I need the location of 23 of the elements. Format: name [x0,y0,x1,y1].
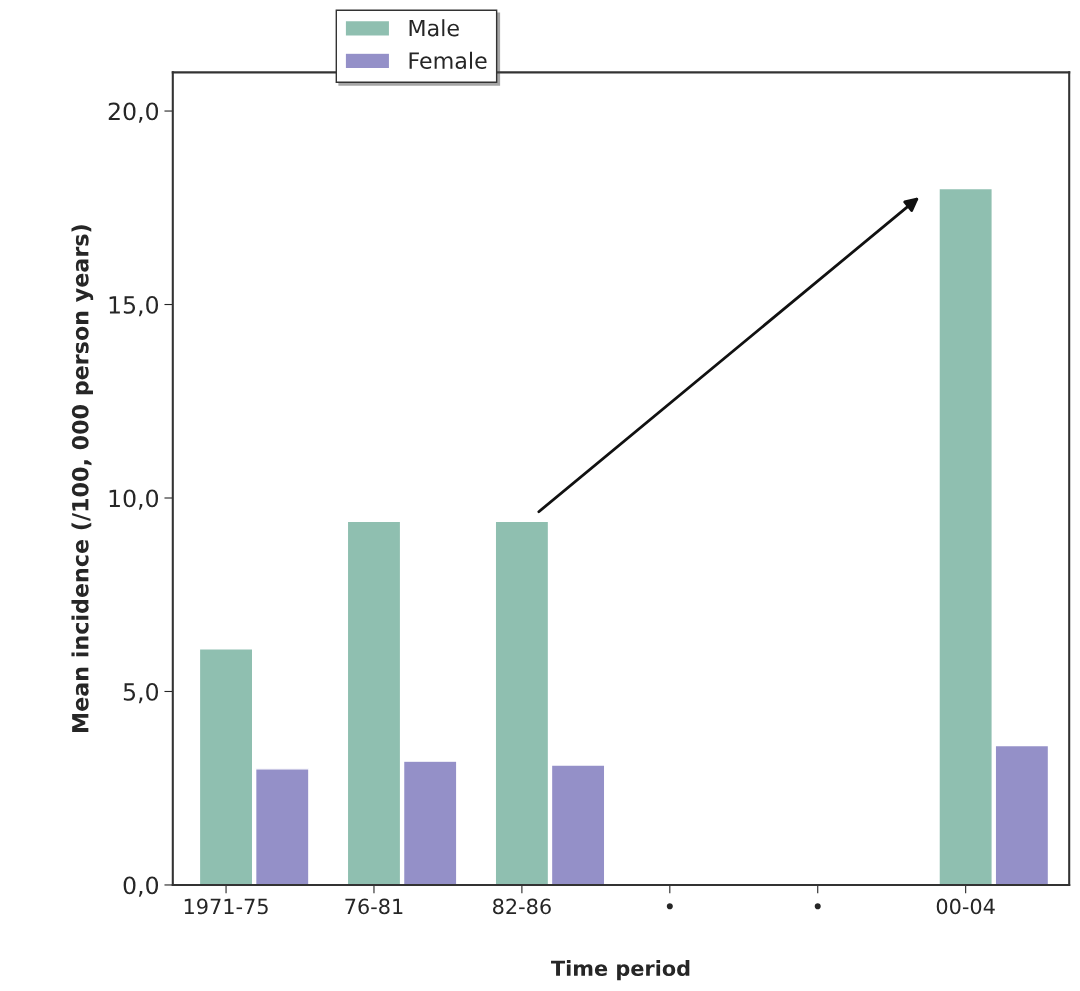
bar [198,648,254,885]
bar [550,764,606,885]
x-tick-label: 00-04 [936,898,995,915]
y-tick-label: 10,0 [109,489,159,510]
y-axis-title: Mean incidence (/100, 000 person years) [71,225,94,732]
legend-label: Male [409,19,459,37]
y-tick-label: 15,0 [109,295,159,317]
bar [346,520,402,885]
bar [938,187,993,885]
x-tick-label: • [814,903,821,910]
x-tick-label: 1971-75 [184,898,268,915]
y-tick-label: 0,0 [123,876,159,897]
x-axis-title: Time period [551,959,690,981]
y-tick-label: 5,0 [123,682,159,704]
x-tick-label: • [666,903,673,910]
x-tick-label: 76-81 [345,898,403,915]
bar [494,520,550,885]
x-tick-label: 82-86 [493,898,551,915]
y-tick-label: 20,0 [108,102,159,123]
bar [994,744,1050,885]
bar [402,760,458,885]
legend-label: Female [409,51,487,70]
bar [254,768,310,885]
